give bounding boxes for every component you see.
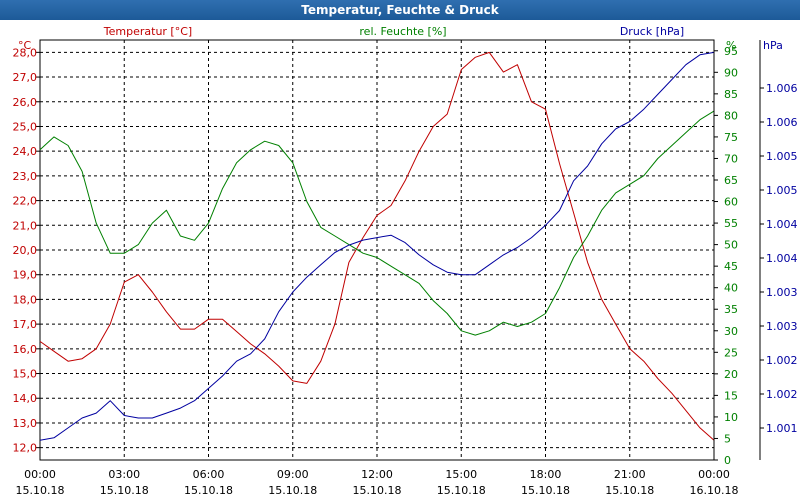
- humidity-tick-label: 5: [724, 432, 731, 445]
- pressure-line: [39, 51, 715, 441]
- x-tick-time: 06:00: [193, 468, 225, 481]
- temperature-tick-label: 23,0: [13, 170, 38, 183]
- pressure-tick-label: 1.005: [766, 184, 798, 197]
- humidity-tick-label: 95: [724, 45, 738, 58]
- humidity-tick-label: 65: [724, 174, 738, 187]
- humidity-tick-label: 75: [724, 131, 738, 144]
- x-tick-time: 09:00: [277, 468, 309, 481]
- temperature-tick-label: 16,0: [13, 343, 38, 356]
- temperature-tick-label: 27,0: [13, 71, 38, 84]
- x-tick-date: 16.10.18: [690, 484, 739, 497]
- x-tick-date: 15.10.18: [184, 484, 233, 497]
- x-tick-date: 15.10.18: [605, 484, 654, 497]
- pressure-tick-label: 1.002: [766, 388, 798, 401]
- temperature-tick-label: 24,0: [13, 145, 38, 158]
- legend-humidity: rel. Feuchte [%]: [359, 25, 446, 38]
- time-axis: 00:00 15.10.18 03:00 15.10.18 06:00 15.10.18 0…: [16, 468, 739, 497]
- x-tick-time: 12:00: [361, 468, 393, 481]
- humidity-tick-label: 55: [724, 217, 738, 230]
- humidity-tick-label: 45: [724, 260, 738, 273]
- humidity-tick-label: 10: [724, 411, 738, 424]
- temperature-tick-label: 25,0: [13, 120, 38, 133]
- pressure-tick-label: 1.004: [766, 252, 798, 265]
- temperature-tick-label: 20,0: [13, 244, 38, 257]
- pressure-tick-label: 1.003: [766, 286, 798, 299]
- temperature-tick-label: 13,0: [13, 417, 38, 430]
- humidity-tick-label: 50: [724, 239, 738, 252]
- temperature-tick-label: 18,0: [13, 293, 38, 306]
- legend-temperature: Temperatur [°C]: [103, 25, 192, 38]
- humidity-tick-label: 0: [724, 454, 731, 467]
- pressure-axis: 1.001 1.002 1.002 1.003 1.003 1.004 1.004 1.005…: [759, 40, 798, 460]
- temperature-tick-label: 17,0: [13, 318, 38, 331]
- humidity-unit: %: [726, 39, 736, 52]
- temperature-tick-label: 19,0: [13, 269, 38, 282]
- temperature-tick-label: 22,0: [13, 195, 38, 208]
- series-group: [39, 51, 715, 441]
- window-title: Temperatur, Feuchte & Druck: [0, 0, 800, 20]
- pressure-tick-label: 1.006: [766, 82, 798, 95]
- temperature-tick-label: 26,0: [13, 96, 38, 109]
- temperature-tick-label: 14,0: [13, 392, 38, 405]
- x-tick-date: 15.10.18: [353, 484, 402, 497]
- legend-pressure: Druck [hPa]: [620, 25, 684, 38]
- humidity-tick-label: 35: [724, 303, 738, 316]
- humidity-tick-label: 70: [724, 152, 738, 165]
- x-tick-date: 15.10.18: [16, 484, 65, 497]
- pressure-tick-label: 1.006: [766, 116, 798, 129]
- pressure-unit: hPa: [763, 39, 783, 52]
- x-tick-time: 03:00: [108, 468, 140, 481]
- pressure-tick-label: 1.005: [766, 150, 798, 163]
- x-tick-time: 00:00: [698, 468, 730, 481]
- humidity-tick-label: 60: [724, 196, 738, 209]
- grid: [40, 40, 714, 460]
- humidity-tick-label: 15: [724, 389, 738, 402]
- temperature-tick-label: 21,0: [13, 219, 38, 232]
- x-tick-date: 15.10.18: [437, 484, 486, 497]
- pressure-tick-label: 1.003: [766, 320, 798, 333]
- chart: 12,0 13,0 14,0 15,0 16,0 17,0 18,0 19,0 20,0 21,0…: [13, 25, 798, 497]
- humidity-axis: 0 5 10 15 20 25 30 35 40 45 50 55 60 65 70 75 80 85 90 95: [713, 40, 738, 467]
- temperature-tick-label: 12,0: [13, 442, 38, 455]
- humidity-tick-label: 90: [724, 66, 738, 79]
- x-tick-time: 15:00: [445, 468, 477, 481]
- humidity-tick-label: 25: [724, 346, 738, 359]
- temperature-tick-label: 28,0: [13, 46, 38, 59]
- temperature-tick-label: 15,0: [13, 368, 38, 381]
- temperature-unit: °C: [18, 39, 32, 52]
- pressure-tick-label: 1.004: [766, 218, 798, 231]
- humidity-tick-label: 20: [724, 368, 738, 381]
- x-tick-time: 21:00: [614, 468, 646, 481]
- x-tick-time: 00:00: [24, 468, 56, 481]
- humidity-line: [39, 110, 715, 336]
- pressure-tick-label: 1.002: [766, 354, 798, 367]
- x-tick-date: 15.10.18: [268, 484, 317, 497]
- humidity-tick-label: 85: [724, 88, 738, 101]
- humidity-tick-label: 30: [724, 325, 738, 338]
- pressure-tick-label: 1.001: [766, 422, 798, 435]
- x-tick-date: 15.10.18: [521, 484, 570, 497]
- humidity-tick-label: 40: [724, 282, 738, 295]
- temperature-line: [39, 51, 715, 441]
- temperature-axis: 12,0 13,0 14,0 15,0 16,0 17,0 18,0 19,0 20,0 21,0…: [13, 46, 40, 455]
- x-tick-date: 15.10.18: [100, 484, 149, 497]
- humidity-tick-label: 80: [724, 109, 738, 122]
- x-tick-time: 18:00: [530, 468, 562, 481]
